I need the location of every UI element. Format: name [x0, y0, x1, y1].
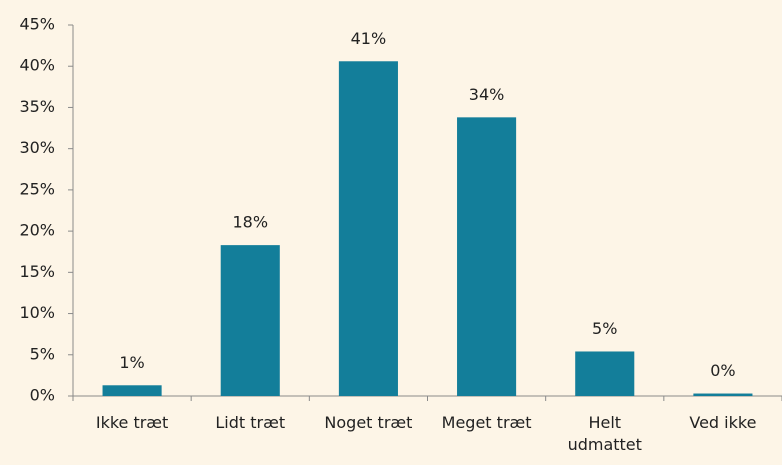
y-tick-label: 0%	[30, 386, 55, 405]
bar	[457, 117, 517, 397]
x-tick-label: Noget træt	[324, 413, 413, 432]
x-tick-label: Ikke træt	[95, 413, 169, 432]
x-tick-label: Meget træt	[441, 413, 532, 432]
x-tick-label: Ved ikke	[689, 413, 757, 432]
y-tick-label: 10%	[19, 303, 55, 322]
value-label: 41%	[351, 29, 387, 48]
value-label: 5%	[592, 319, 617, 338]
y-tick-label: 40%	[19, 56, 55, 75]
y-tick-label: 15%	[19, 262, 55, 281]
bar	[693, 393, 753, 396]
x-tick-label: Lidt træt	[215, 413, 286, 432]
bar	[220, 245, 280, 396]
y-tick-label: 5%	[30, 344, 55, 363]
value-label: 34%	[469, 85, 505, 104]
y-tick-label: 45%	[19, 15, 55, 34]
y-tick-label: 35%	[19, 97, 55, 116]
value-label: 18%	[232, 213, 268, 232]
bar	[575, 351, 635, 396]
bar	[338, 61, 398, 397]
x-tick-label: Helt udmattet	[567, 413, 642, 454]
value-label: 1%	[119, 353, 144, 372]
value-label: 0%	[710, 361, 735, 380]
bar	[102, 385, 162, 396]
y-tick-label: 20%	[19, 221, 55, 240]
y-tick-label: 25%	[19, 179, 55, 198]
y-tick-label: 30%	[19, 138, 55, 157]
